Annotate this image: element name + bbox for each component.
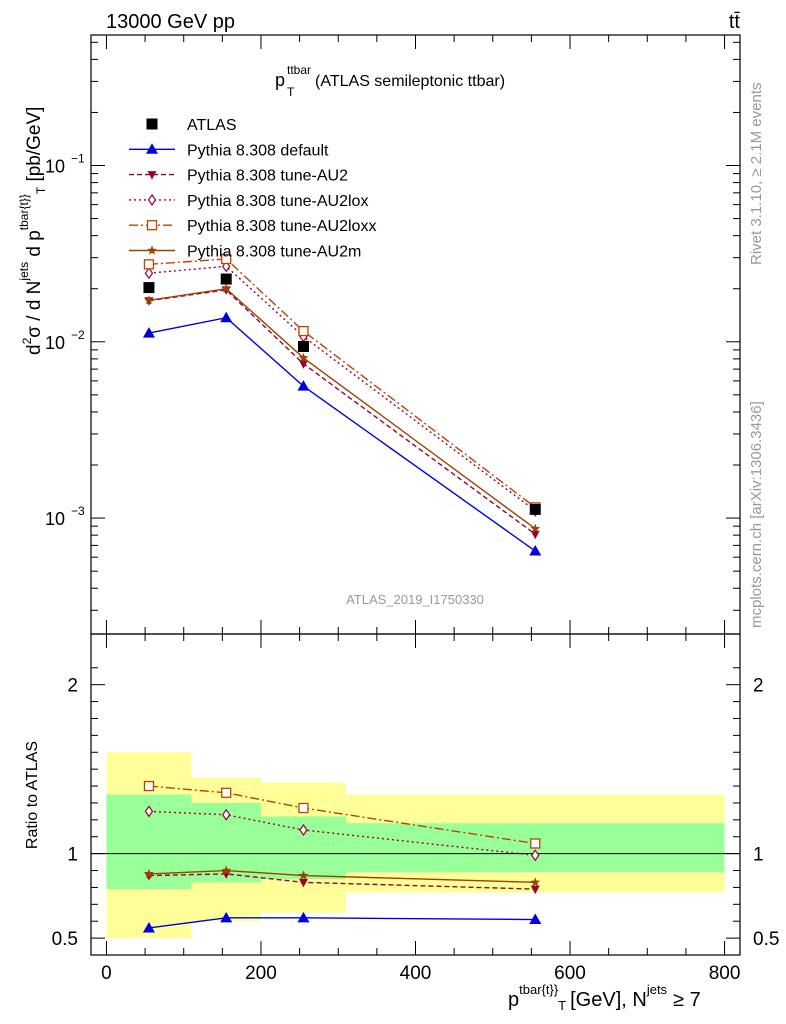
title-sup: ttbar	[287, 63, 311, 77]
header-left: 13000 GeV pp	[106, 11, 235, 33]
main-y-tick-exponent: −1	[71, 152, 85, 166]
series-ratio-marker	[530, 838, 541, 849]
series-ratio-line	[148, 810, 536, 857]
main-y-tick-label: 10	[45, 157, 65, 177]
series-line	[148, 289, 536, 535]
main-y-tick-exponent: −2	[71, 328, 85, 342]
series-ratio-line	[148, 917, 536, 929]
series-marker	[143, 259, 155, 270]
series-marker	[530, 530, 540, 540]
main-y-tick-label: 10	[45, 509, 65, 529]
series-ratio-marker	[529, 913, 542, 925]
legend-marker	[146, 118, 158, 130]
ratio-frame	[90, 633, 741, 956]
series-ratio-line	[148, 869, 536, 884]
x-axis-label: ptbar{t}}T [GeV], Njets ≥ 7	[508, 982, 701, 1013]
svg-text:d2σ / d Njets d ptbar{t}}T [: d2σ / d Njets d ptbar{t}}T [pb/GeV]	[17, 107, 48, 355]
data-marker	[297, 341, 309, 353]
series-ratio-marker	[221, 865, 232, 875]
data-marker	[143, 282, 155, 294]
series-ratio-marker	[298, 878, 308, 888]
series-line	[148, 258, 536, 508]
title-sub: T	[287, 85, 295, 99]
plot-title: p ttbar (ATLAS semileptonic ttbar)	[275, 63, 505, 90]
header-right: tt̄	[729, 11, 741, 33]
legend-marker	[146, 220, 158, 231]
legend-label: Pythia 8.308 tune-AU2lox	[187, 193, 368, 210]
series-ratio-marker	[297, 911, 310, 923]
series-marker	[529, 545, 542, 556]
ratio-y-tick-label-right: 1	[753, 845, 764, 866]
main-panel: 10 −1 10 −2 10 −3	[45, 35, 740, 634]
legend-label: Pythia 8.308 default	[187, 142, 329, 159]
ratio-y-tick-label-right: 2	[753, 676, 764, 697]
title-p: p	[275, 70, 285, 90]
x-tick-label: 200	[245, 963, 277, 984]
series-marker	[297, 380, 310, 391]
legend-marker	[147, 171, 157, 180]
ratio-y-tick-label: 2	[67, 676, 78, 697]
ratio-y-label: Ratio to ATLAS	[24, 741, 41, 849]
series-ratio-marker	[143, 780, 155, 792]
series-marker	[144, 295, 154, 305]
main-y-tick-exponent: −3	[71, 504, 85, 518]
legend: ATLAS Pythia 8.308 default Pythia 8.308 tu…	[129, 117, 376, 261]
series-ratio-marker	[144, 805, 154, 818]
series-ratio-marker	[298, 802, 309, 814]
series-ratio-line	[148, 785, 536, 845]
series-ratio-marker	[299, 823, 308, 837]
legend-marker	[146, 143, 158, 154]
series-marker	[298, 325, 309, 337]
series-ratio-marker	[530, 885, 540, 895]
x-tick-label: 800	[709, 963, 741, 984]
series-ratio-marker	[531, 849, 540, 862]
legend-marker	[147, 193, 157, 206]
analysis-watermark: ATLAS_2019_I1750330	[346, 592, 484, 607]
series-marker	[530, 523, 541, 533]
data-marker	[529, 503, 541, 515]
series-marker	[298, 360, 308, 369]
series-ratio-marker	[298, 870, 309, 880]
series-line	[148, 265, 536, 512]
series-line	[148, 287, 536, 530]
series-marker	[142, 327, 155, 338]
legend-label: Pythia 8.308 tune-AU2	[187, 168, 348, 185]
ratio-y-tick-label: 1	[67, 845, 78, 866]
x-tick-label: 600	[554, 963, 586, 984]
series-ratio-marker	[530, 877, 541, 887]
legend-label: Pythia 8.308 tune-AU2loxx	[187, 218, 376, 235]
series-ratio-marker	[144, 868, 154, 879]
series-marker	[220, 311, 233, 323]
rivet-label: Rivet 3.1.10, ≥ 2.1M events	[748, 83, 765, 266]
series-ratio-line	[148, 873, 536, 890]
ratio-y-tick-label: 0.5	[52, 929, 78, 950]
legend-marker	[147, 245, 157, 255]
series-ratio-marker	[142, 921, 155, 933]
ratio-y-tick-label-right: 0.5	[753, 929, 779, 950]
data-marker	[220, 273, 232, 285]
mcplots-label: mcplots.cern.ch [arXiv:1306.3436]	[748, 401, 765, 628]
x-tick-label: 0	[101, 963, 112, 984]
main-y-tick-label: 10	[45, 333, 65, 353]
series-line	[148, 316, 536, 552]
x-tick-label: 400	[400, 963, 432, 984]
legend-label: Pythia 8.308 tune-AU2m	[187, 244, 361, 261]
series-ratio-marker	[221, 808, 231, 821]
series-ratio-marker	[221, 787, 232, 798]
series-ratio-marker	[220, 911, 233, 923]
legend-label: ATLAS	[187, 117, 237, 134]
main-y-label: d2σ / d Njets d ptbar{t}}T [pb/GeV]	[17, 107, 48, 355]
series-marker	[298, 352, 309, 363]
series-marker	[221, 253, 232, 265]
series-marker	[144, 267, 154, 280]
ratio-panel: 0 200 400 600 800 2 2 1 1 0.5 0.5	[52, 634, 779, 984]
title-rest: (ATLAS semileptonic ttbar)	[315, 73, 505, 90]
series-marker	[221, 283, 232, 293]
